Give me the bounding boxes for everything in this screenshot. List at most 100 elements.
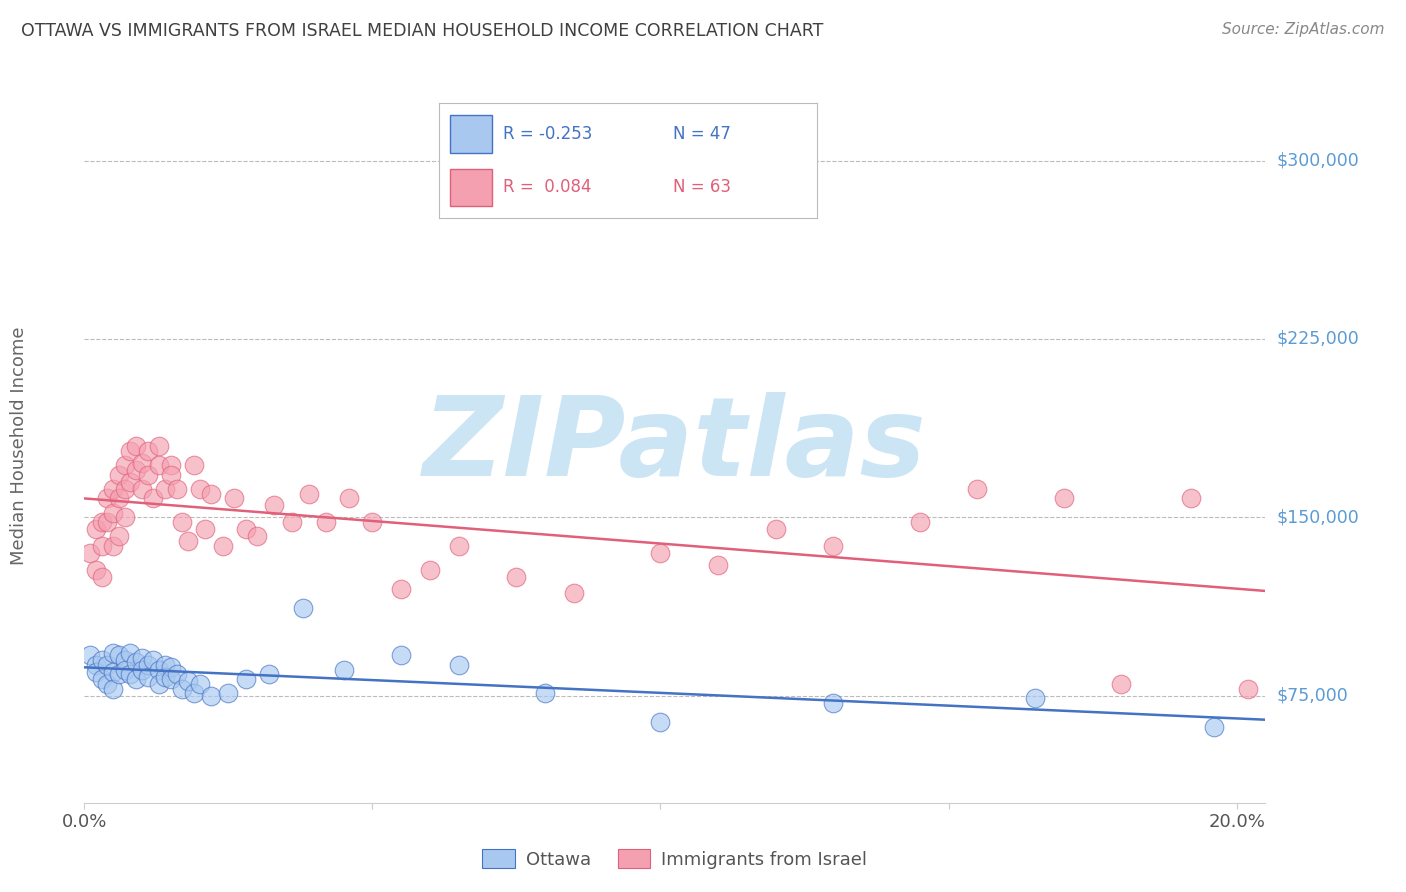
Point bbox=[101, 646, 124, 660]
Point bbox=[337, 491, 360, 506]
Point bbox=[315, 515, 337, 529]
Point bbox=[114, 663, 136, 677]
Point bbox=[120, 646, 142, 660]
Point bbox=[246, 529, 269, 543]
Point bbox=[148, 439, 170, 453]
Point bbox=[136, 657, 159, 672]
Point bbox=[823, 696, 845, 710]
Point bbox=[966, 482, 988, 496]
Point bbox=[108, 648, 131, 663]
Point bbox=[361, 515, 384, 529]
Point bbox=[172, 515, 194, 529]
Point bbox=[562, 586, 585, 600]
Point bbox=[765, 522, 787, 536]
Point bbox=[96, 491, 118, 506]
Point bbox=[125, 672, 148, 686]
Point bbox=[1111, 677, 1133, 691]
Point bbox=[101, 681, 124, 696]
Text: Source: ZipAtlas.com: Source: ZipAtlas.com bbox=[1222, 22, 1385, 37]
Point bbox=[108, 529, 131, 543]
Point bbox=[148, 458, 170, 472]
Point bbox=[823, 539, 845, 553]
Point bbox=[263, 499, 285, 513]
Point bbox=[188, 677, 211, 691]
Point bbox=[84, 657, 107, 672]
Point bbox=[131, 456, 153, 470]
Text: Median Household Income: Median Household Income bbox=[10, 326, 28, 566]
Point bbox=[101, 482, 124, 496]
Point bbox=[101, 539, 124, 553]
Point bbox=[79, 546, 101, 560]
Point bbox=[172, 681, 194, 696]
Point bbox=[142, 653, 165, 667]
Point bbox=[1024, 691, 1046, 706]
Point bbox=[159, 458, 181, 472]
Point bbox=[159, 467, 181, 482]
Point bbox=[292, 600, 315, 615]
Point bbox=[142, 491, 165, 506]
Point bbox=[389, 582, 412, 596]
Point bbox=[257, 667, 280, 681]
Point bbox=[159, 672, 181, 686]
Point bbox=[1237, 681, 1260, 696]
Point bbox=[200, 486, 222, 500]
Point bbox=[120, 443, 142, 458]
Point bbox=[177, 674, 200, 689]
Point bbox=[125, 439, 148, 453]
Point bbox=[332, 663, 354, 677]
Point bbox=[120, 475, 142, 489]
Point bbox=[136, 443, 159, 458]
Legend: Ottawa, Immigrants from Israel: Ottawa, Immigrants from Israel bbox=[475, 842, 875, 876]
Point bbox=[217, 686, 239, 700]
Point bbox=[1053, 491, 1076, 506]
Point bbox=[84, 522, 107, 536]
Point bbox=[114, 653, 136, 667]
Point bbox=[447, 657, 470, 672]
Point bbox=[183, 458, 205, 472]
Point bbox=[159, 660, 181, 674]
Text: ZIPatlas: ZIPatlas bbox=[423, 392, 927, 500]
Point bbox=[534, 686, 557, 700]
Point bbox=[650, 546, 672, 560]
Point bbox=[101, 506, 124, 520]
Point bbox=[90, 539, 112, 553]
Point bbox=[166, 482, 188, 496]
Point bbox=[908, 515, 931, 529]
Point bbox=[125, 463, 148, 477]
Point bbox=[447, 539, 470, 553]
Point bbox=[84, 665, 107, 679]
Point bbox=[183, 686, 205, 700]
Point bbox=[90, 570, 112, 584]
Text: $150,000: $150,000 bbox=[1277, 508, 1360, 526]
Point bbox=[96, 657, 118, 672]
Point bbox=[707, 558, 730, 572]
Text: $75,000: $75,000 bbox=[1277, 687, 1348, 705]
Text: OTTAWA VS IMMIGRANTS FROM ISRAEL MEDIAN HOUSEHOLD INCOME CORRELATION CHART: OTTAWA VS IMMIGRANTS FROM ISRAEL MEDIAN … bbox=[21, 22, 824, 40]
Point bbox=[153, 670, 176, 684]
Point bbox=[211, 539, 233, 553]
Point bbox=[235, 522, 257, 536]
Point bbox=[131, 482, 153, 496]
Text: $225,000: $225,000 bbox=[1277, 330, 1360, 348]
Point bbox=[131, 650, 153, 665]
Point bbox=[153, 482, 176, 496]
Point bbox=[153, 657, 176, 672]
Point bbox=[114, 510, 136, 524]
Point bbox=[108, 467, 131, 482]
Point bbox=[90, 515, 112, 529]
Point bbox=[148, 663, 170, 677]
Point bbox=[114, 458, 136, 472]
Text: $300,000: $300,000 bbox=[1277, 152, 1360, 169]
Point bbox=[1180, 491, 1202, 506]
Point bbox=[125, 656, 148, 670]
Point bbox=[120, 667, 142, 681]
Point bbox=[148, 677, 170, 691]
Point bbox=[96, 515, 118, 529]
Point bbox=[194, 522, 217, 536]
Point bbox=[136, 670, 159, 684]
Point bbox=[131, 663, 153, 677]
Point bbox=[101, 665, 124, 679]
Point bbox=[96, 677, 118, 691]
Point bbox=[90, 653, 112, 667]
Point bbox=[177, 534, 200, 549]
